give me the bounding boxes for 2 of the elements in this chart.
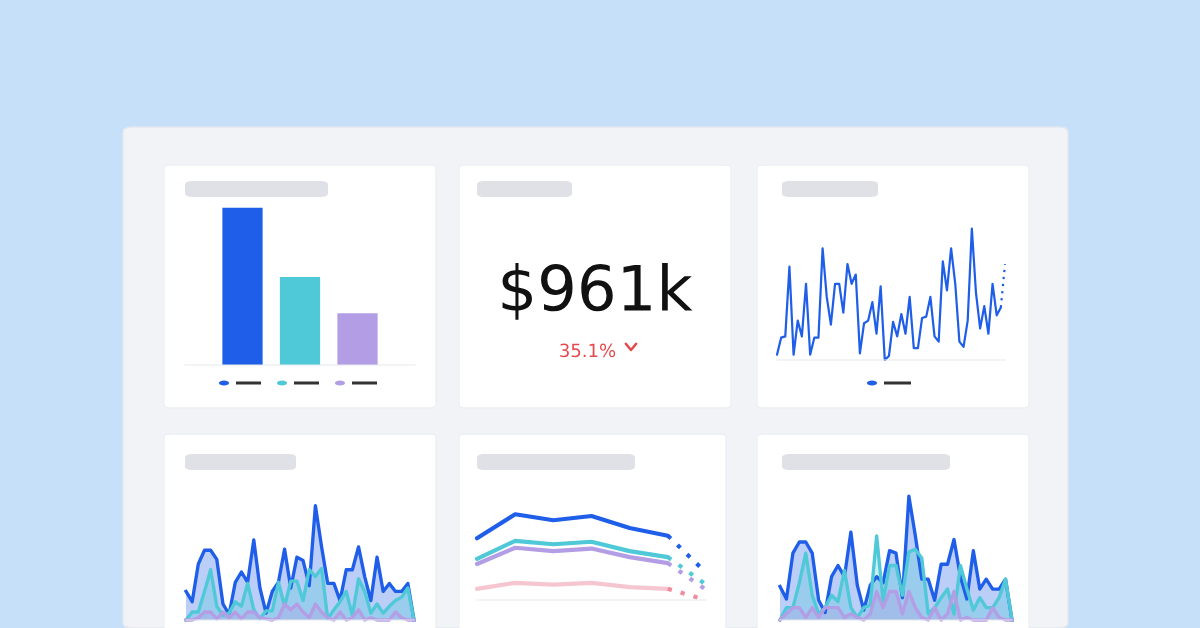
text: $961k xyxy=(502,262,693,320)
text: 35.1% xyxy=(560,343,616,358)
